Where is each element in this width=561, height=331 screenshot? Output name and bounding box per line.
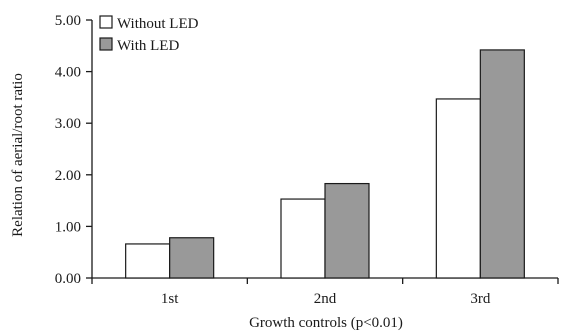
y-tick-label: 5.00: [55, 13, 81, 29]
legend-label: Without LED: [117, 16, 199, 32]
bar-with-led-2nd: [324, 182, 370, 279]
y-tick-label: 0.00: [55, 271, 81, 287]
bar-without-led-3rd: [435, 98, 481, 279]
bar-with-led-3rd: [479, 49, 525, 279]
y-tick-label: 3.00: [55, 116, 81, 132]
bar-without-led-1st: [125, 243, 171, 279]
y-tick-label: 1.00: [55, 219, 81, 235]
legend-swatch: [99, 15, 113, 29]
x-axis-title: Growth controls (p<0.01): [249, 315, 403, 331]
y-tick-label: 4.00: [55, 65, 81, 81]
y-axis: 0.00 1.00 2.00 3.00 4.00 5.00: [55, 13, 93, 287]
x-axis: 1st 2nd 3rd: [91, 277, 559, 307]
y-axis-title: Relation of aerial/root ratio: [10, 73, 26, 237]
x-tick-label: 3rd: [470, 291, 490, 307]
legend: Without LED With LED: [99, 15, 199, 54]
bar-without-led-2nd: [280, 198, 326, 279]
legend-label: With LED: [117, 38, 179, 54]
bar-with-led-1st: [169, 237, 215, 279]
x-tick-label: 1st: [161, 291, 179, 307]
x-tick-label: 2nd: [314, 291, 337, 307]
bars: [125, 49, 525, 279]
y-tick-label: 2.00: [55, 168, 81, 184]
legend-swatch: [99, 37, 113, 51]
